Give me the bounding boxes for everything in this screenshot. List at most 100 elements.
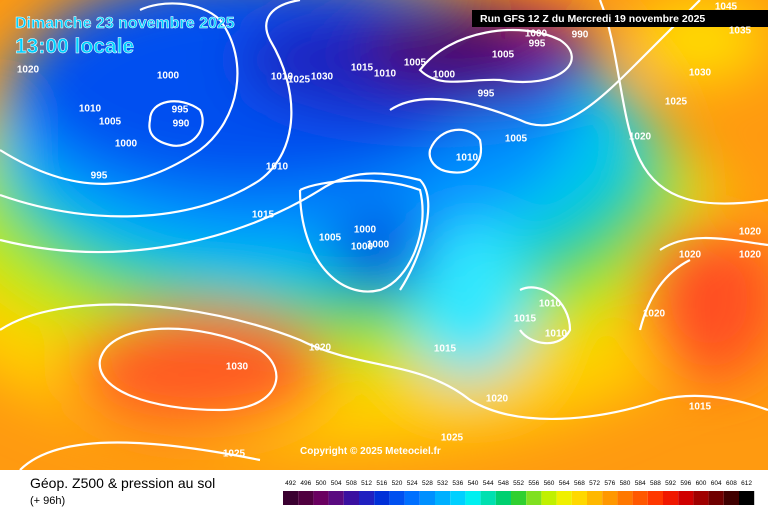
scale-swatch (587, 491, 603, 505)
time: 13:00 locale (15, 35, 134, 58)
isobar-label: 1010 (374, 69, 397, 80)
scale-swatch (343, 491, 359, 505)
isobar-label: 1020 (629, 132, 652, 143)
scale-swatch (571, 491, 587, 505)
scale-label: 504 (331, 480, 342, 487)
scale-label: 548 (498, 480, 509, 487)
scale-label: 528 (422, 480, 433, 487)
isobar-label: 1035 (729, 26, 752, 37)
scale-label: 516 (376, 480, 387, 487)
isobar-label: 1015 (252, 210, 275, 221)
scale-label: 596 (680, 480, 691, 487)
isobar-label: 995 (529, 39, 546, 50)
isobar-labels: 1020 1000 995 990 1010 1005 1000 995 1010 1025 103… (17, 2, 762, 460)
scale-label: 564 (559, 480, 570, 487)
isobar-label: 1010 (79, 104, 102, 115)
scale-label: 572 (589, 480, 600, 487)
isobar-label: 1030 (311, 72, 334, 83)
isobar-label: 995 (478, 89, 495, 100)
scale-swatch (739, 491, 755, 505)
scale-swatch (435, 491, 451, 505)
isobar-label: 1005 (404, 58, 427, 69)
scale-label: 512 (361, 480, 372, 487)
scale-swatch (663, 491, 679, 505)
scale-label: 492 (285, 480, 296, 487)
scale-swatch (526, 491, 542, 505)
scale-swatch (678, 491, 694, 505)
scale-label: 580 (620, 480, 631, 487)
scale-swatch (313, 491, 329, 505)
isobar-label: 995 (172, 105, 189, 116)
isobar-label: 1025 (441, 433, 464, 444)
isobar-label: 1000 (433, 70, 456, 81)
isobar-label: 1020 (486, 394, 509, 405)
scale-label: 576 (604, 480, 615, 487)
isobars (0, 0, 768, 470)
isobar-label: 1020 (309, 343, 332, 354)
scale-swatch (283, 491, 299, 505)
scale-label: 588 (650, 480, 661, 487)
isobar-label: 1000 (367, 240, 390, 251)
scale-swatch (419, 491, 435, 505)
scale-label: 560 (544, 480, 555, 487)
run-banner (472, 10, 768, 27)
isobar-label: 1020 (17, 65, 40, 76)
scale-label: 520 (392, 480, 403, 487)
isobar-label: 995 (91, 171, 108, 182)
isobar-label: 1010 (271, 72, 294, 83)
isobar-label: 1015 (514, 314, 537, 325)
scale-swatch (602, 491, 618, 505)
isobar-label: 1010 (545, 329, 568, 340)
scale-swatch (723, 491, 739, 505)
scale-swatch (693, 491, 709, 505)
isobar-label: 1005 (99, 117, 122, 128)
isobar-label: 990 (572, 30, 589, 41)
scale-swatch (465, 491, 481, 505)
scale-label: 540 (468, 480, 479, 487)
scale-swatch (708, 491, 724, 505)
scale-swatch (556, 491, 572, 505)
scale-swatch (480, 491, 496, 505)
isobar-label: 1020 (739, 227, 762, 238)
isobar-label: 1005 (492, 50, 515, 61)
scale-swatch (298, 491, 314, 505)
isobar-label: 1000 (354, 225, 377, 236)
scale-label: 600 (696, 480, 707, 487)
isobar-label: 1020 (643, 309, 666, 320)
scale-label: 500 (316, 480, 327, 487)
scale-swatch (450, 491, 466, 505)
scale-label: 536 (452, 480, 463, 487)
scale-swatch (511, 491, 527, 505)
scale-swatch (374, 491, 390, 505)
isobar-label: 1025 (223, 449, 246, 460)
isobar-label: 1000 (115, 139, 138, 150)
isobar-label: 1010 (456, 153, 479, 164)
scale-swatch (647, 491, 663, 505)
scale-label: 568 (574, 480, 585, 487)
isobar-label: 1005 (319, 233, 342, 244)
scale-label: 524 (407, 480, 418, 487)
scale-swatch (359, 491, 375, 505)
scale-swatch (541, 491, 557, 505)
isobar-label: 1010 (539, 299, 562, 310)
scale-label: 604 (711, 480, 722, 487)
isobar-label: 1000 (351, 242, 374, 253)
scale-label: 544 (483, 480, 494, 487)
scale-swatch (389, 491, 405, 505)
legend-title: Géop. Z500 & pression au sol (30, 475, 215, 491)
copyright: Copyright © 2025 Meteociel.fr (300, 446, 441, 457)
scale-label: 592 (665, 480, 676, 487)
color-scale: 492 496 500 504 508 512 516 520 524 528 532 536 540 5… (283, 480, 755, 505)
isobar-label: 1030 (226, 362, 249, 373)
isobar-label: 1005 (505, 134, 528, 145)
run-info: Run GFS 12 Z du Mercredi 19 novembre 202… (480, 13, 705, 25)
isobar-label: 1030 (689, 68, 712, 79)
scale-swatch (328, 491, 344, 505)
isobar-label: 1020 (679, 250, 702, 261)
scale-swatch (404, 491, 420, 505)
scale-label: 556 (528, 480, 539, 487)
scale-swatch (617, 491, 633, 505)
isobar-label: 1015 (689, 402, 712, 413)
scale-label: 584 (635, 480, 646, 487)
